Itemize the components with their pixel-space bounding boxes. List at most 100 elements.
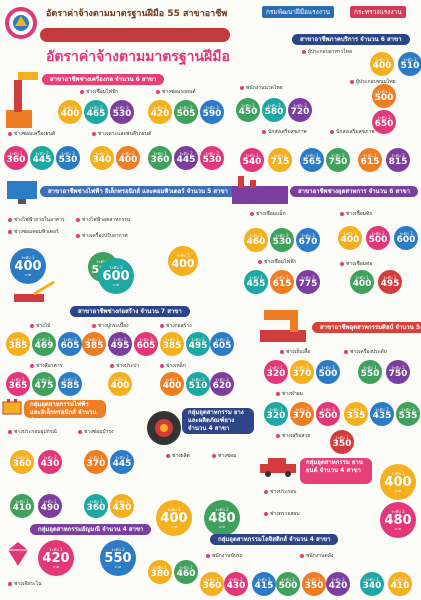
rate-badge: ระดับ 1 380 (148, 560, 172, 584)
electric-tag-1: ช่างไฟฟ้าภายในอาคาร (8, 216, 65, 224)
crane-illustration (14, 280, 55, 302)
rate-badge: ระดับ 2 495 (108, 332, 132, 356)
rate-badge: ระดับ 2 400 (116, 146, 140, 170)
rate-badge: ระดับ 3 670 (296, 228, 320, 252)
rate-badge: ระดับ 2 430 (224, 572, 248, 596)
gem-icon (8, 542, 28, 566)
rate-badge: ระดับ 1 360 (4, 146, 28, 170)
rate-badge: ระดับ 1 400 (338, 226, 362, 250)
rate-badge: ระดับ 3 530 (110, 100, 134, 124)
rate-badge: ระดับ 2 495 (378, 270, 402, 294)
rate-badge: ระดับ 3 775 (296, 270, 320, 294)
craft-tag-3: ช่างทำผม (276, 390, 303, 398)
ministry-left-badge: กรมพัฒนาฝีมือแรงงาน (262, 6, 335, 18)
mechanic-tag-4: ช่างเคาะและพ่นสีรถยนต์ (92, 130, 151, 138)
rate-badge: ระดับ 3 500 (316, 360, 340, 384)
rate-badge: ระดับ 1 450 (236, 98, 260, 122)
rate-badge: ระดับ 1 360 (84, 494, 108, 518)
rate-badge: ระดับ 3 605 (58, 332, 82, 356)
rate-badge: ระดับ 3 605 (134, 332, 158, 356)
rate-badge: ระดับ 2 495 (186, 332, 210, 356)
rate-badge: ระดับ 3 500 (316, 402, 340, 426)
electric-tag-2: ช่างไฟฟ้าอุตสาหกรรม (76, 216, 130, 224)
section-service-title: สาขาอาชีพภาคบริการ จำนวน 6 สาขา (292, 34, 410, 45)
service-tag-5: นักส่งเสริมสุขภาพ (330, 128, 375, 136)
rate-badge: ระดับ 1 400 บาท (10, 248, 46, 284)
service-tag-2: พนักงานนวดไทย (240, 84, 283, 92)
robot-arm-illustration (6, 72, 38, 128)
section-auto-title: กลุ่มอุตสาหกรรม ยานยนต์ จำนวน 4 สาขา (300, 458, 372, 484)
electronics-tag-2: ช่างซ่อมบำรุง (78, 428, 113, 436)
rate-badge: ระดับ 1 360 (200, 572, 224, 596)
rate-badge: ระดับ 1 385 (160, 332, 184, 356)
rate-badge: ระดับ 2 370 (290, 360, 314, 384)
rate-badge: ระดับ 2 715 (268, 148, 292, 172)
rate-badge: ระดับ 3 720 (288, 98, 312, 122)
rate-badge: ระดับ 2 505 (174, 100, 198, 124)
rate-badge: ระดับ 1 400 บาท (156, 500, 192, 536)
rate-badge: ระดับ 2 475 (32, 372, 56, 396)
tire-illustration (147, 411, 181, 445)
section-mechanic-title: สาขาอาชีพช่างเครื่องกล จำนวน 6 สาขา (42, 74, 165, 85)
rate-badge: ระดับ 2 550 บาท (100, 540, 136, 576)
rate-badge: ระดับ 3 605 (210, 332, 234, 356)
car-illustration (260, 458, 296, 477)
rate-badge: ระดับ 2 615 (270, 270, 294, 294)
rate-badge: ระดับ 1 550 (358, 360, 382, 384)
rate-badge: ระดับ 2 469 (32, 332, 56, 356)
rate-badge: ระดับ 1 400 (168, 246, 198, 276)
sewing-machine-illustration (260, 310, 306, 342)
rate-badge: ระดับ 1 400 (350, 270, 374, 294)
auto-tag-2: ช่างตรวจสอบ (264, 510, 300, 518)
rate-badge: ระดับ 1 460 (244, 228, 268, 252)
electric-tag-4: ช่างเครื่องปรับอากาศ (76, 232, 128, 240)
auto-tag-1: ช่างประกอบ (264, 488, 296, 496)
rate-badge: ระดับ 1 415 (252, 572, 276, 596)
mechanic-tag-1: ช่างเชื่อมไฟฟ้า (80, 88, 118, 96)
rate-badge: ระดับ 3 535 (396, 402, 420, 426)
rate-badge: ระดับ 2 435 (370, 402, 394, 426)
rate-badge: ระดับ 1 320 (264, 360, 288, 384)
construction-tag-6: ช่างประปา (110, 362, 139, 370)
rate-badge: ระดับ 1 350 (330, 430, 354, 454)
rubber-tag-2: ช่างซ่อม (212, 452, 236, 460)
industry-tag-3: ช่างเชื่อมไฟฟ้า (258, 258, 296, 266)
factory-illustration (232, 176, 288, 204)
craft-tag-2: ช่างเครื่องประดับ (344, 348, 387, 356)
rate-badge: ระดับ 2 465 (84, 100, 108, 124)
ministry-right-badge: กระทรวงแรงงาน (350, 6, 406, 18)
rate-badge: ระดับ 2 650 (372, 110, 396, 134)
rate-badge: ระดับ 1 565 (300, 148, 324, 172)
rate-badge: ระดับ 1 400 (108, 372, 132, 396)
rate-badge: ระดับ 3 620 (210, 372, 234, 396)
rate-badge: ระดับ 3 600 บาท (98, 258, 134, 294)
rate-badge: ระดับ 2 445 (174, 146, 198, 170)
service-tag-4: นักส่งเสริมสุขภาพ (262, 128, 307, 136)
rate-badge: ระดับ 1 350 (302, 572, 326, 596)
electronics-tag-1: ช่างประกอบอุปกรณ์ (8, 428, 57, 436)
section-gems-title: กลุ่มอุตสาหกรรมอัญมณี จำนวน 4 สาขา (30, 524, 152, 535)
rate-badge: ระดับ 1 340 (360, 572, 384, 596)
rate-badge: ระดับ 2 480 บาท (380, 502, 416, 538)
rate-badge: ระดับ 1 370 (84, 450, 108, 474)
rate-badge: ระดับ 2 510 (186, 372, 210, 396)
rate-badge: ระดับ 2 490 (38, 494, 62, 518)
battery-icon (2, 399, 22, 415)
construction-tag-5: ช่างเหล็ก (160, 362, 186, 370)
rate-badge: ระดับ 2 430 (110, 494, 134, 518)
section-electronics-title: กลุ่มอุตสาหกรรมไฟฟ้า และอิเล็กทรอนิกส์ จ… (24, 400, 106, 424)
rate-badge: ระดับ 1 400 (370, 52, 394, 76)
title-banner (40, 28, 230, 42)
rate-badge: ระดับ 1 400 บาท (380, 464, 416, 500)
rate-badge: ระดับ 1 455 (244, 270, 268, 294)
rate-badge: ระดับ 2 480 บาท (204, 500, 240, 536)
rate-badge: ระดับ 3 585 (58, 372, 82, 396)
rate-badge: ระดับ 1 360 (10, 450, 34, 474)
rate-badge: ระดับ 3 600 (394, 226, 418, 250)
dsd-logo (5, 7, 37, 39)
rate-badge: ระดับ 2 445 (30, 146, 54, 170)
rate-badge: ระดับ 2 815 (386, 148, 410, 172)
construction-tag-1: ช่างไม้ (30, 322, 50, 330)
